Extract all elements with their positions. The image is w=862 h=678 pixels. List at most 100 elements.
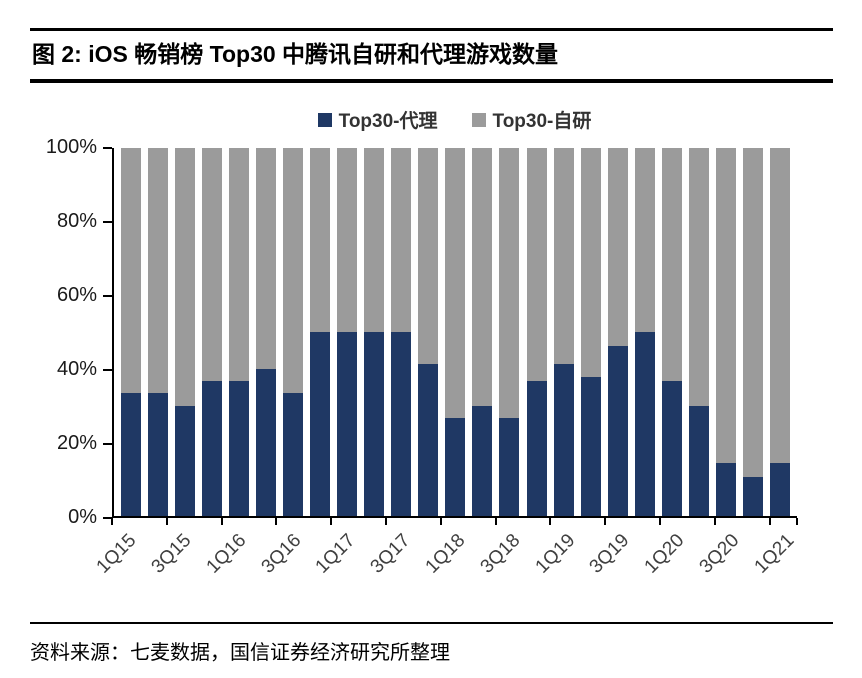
bar-4Q18 [526,148,547,516]
bar-2Q19 [580,148,601,516]
bar-2Q16 [256,148,277,516]
segment-licensed [229,380,250,516]
x-axis-tick [439,518,442,525]
segment-selfdev [418,148,439,364]
segment-licensed [769,463,790,516]
x-axis-tick [330,518,333,525]
segment-licensed [121,393,142,516]
segment-licensed [310,332,331,516]
segment-licensed [499,417,520,516]
segment-licensed [364,332,385,516]
segment-selfdev [607,148,628,346]
source-note: 资料来源：七麦数据，国信证券经济研究所整理 [30,642,450,664]
x-axis-label: 3Q20 [695,530,744,578]
bar-4Q16 [310,148,331,516]
x-axis-tick [549,518,552,525]
bar-2Q20 [688,148,709,516]
y-axis-label: 100% [45,136,97,158]
legend-swatch-licensed [317,112,332,127]
figure-footer: 资料来源：七麦数据，国信证券经济研究所整理 [30,622,833,665]
bar-1Q21 [769,148,790,516]
bars [114,148,797,516]
legend-label-selfdev: Top30-自研 [492,111,592,132]
segment-licensed [715,463,736,516]
legend-item-selfdev: Top30-自研 [471,106,592,133]
x-axis-tick [385,518,387,525]
x-axis-tick [713,518,716,525]
segment-selfdev [688,148,709,406]
bar-3Q17 [391,148,412,516]
segment-licensed [175,405,196,516]
bar-3Q19 [607,148,628,516]
bar-2Q15 [148,148,169,516]
y-axis-label: 0% [68,506,97,528]
bar-1Q17 [337,148,358,516]
bar-1Q16 [229,148,250,516]
segment-licensed [607,345,628,516]
y-axis-tick [103,443,112,445]
x-axis-tick [796,518,798,525]
bar-3Q20 [715,148,736,516]
segment-selfdev [472,148,493,406]
plot-area [112,148,797,518]
bar-2Q17 [364,148,385,516]
segment-licensed [553,363,574,516]
segment-licensed [148,393,169,516]
segment-licensed [445,417,466,516]
y-axis-tick [103,147,112,149]
segment-licensed [256,368,277,516]
segment-licensed [661,380,682,516]
segment-licensed [337,332,358,516]
x-axis-label: 1Q18 [421,530,470,578]
bar-1Q18 [445,148,466,516]
page-title: 图 2: iOS 畅销榜 Top30 中腾讯自研和代理游戏数量 [32,41,559,67]
y-axis-label: 80% [56,210,97,232]
segment-selfdev [715,148,736,464]
segment-selfdev [364,148,385,332]
x-axis-label: 1Q16 [202,530,251,578]
x-axis-label: 3Q17 [366,530,415,578]
segment-licensed [580,376,601,516]
segment-selfdev [769,148,790,464]
bar-1Q15 [121,148,142,516]
figure-header: 图 2: iOS 畅销榜 Top30 中腾讯自研和代理游戏数量 [30,28,833,83]
y-axis-tick [103,295,112,297]
x-axis-tick [275,518,278,525]
legend-swatch-selfdev [471,112,486,127]
x-axis-label: 3Q15 [147,530,196,578]
x-axis-tick [111,518,113,525]
segment-selfdev [445,148,466,418]
x-axis-tick [220,518,223,525]
segment-licensed [202,380,223,516]
segment-selfdev [175,148,196,406]
segment-licensed [742,476,763,516]
segment-selfdev [553,148,574,364]
segment-licensed [283,393,304,516]
x-axis-label: 3Q19 [586,530,634,578]
segment-selfdev [526,148,547,381]
segment-selfdev [634,148,655,332]
y-axis-label: 40% [56,358,97,380]
x-axis-tick [768,518,771,525]
bar-4Q17 [418,148,439,516]
bar-4Q15 [202,148,223,516]
bar-4Q20 [742,148,763,516]
y-axis-tick [103,517,112,519]
segment-selfdev [391,148,412,332]
x-axis-tick [604,518,607,525]
segment-selfdev [283,148,304,394]
segment-selfdev [580,148,601,377]
legend-item-licensed: Top30-代理 [317,106,438,133]
segment-selfdev [256,148,277,369]
segment-selfdev [661,148,682,381]
segment-licensed [634,332,655,516]
chart-legend: Top30-代理 Top30-自研 [112,106,797,133]
x-axis-tick [659,518,661,525]
y-axis-tick [103,221,112,223]
bar-3Q18 [499,148,520,516]
x-axis-label: 1Q19 [531,530,579,578]
y-axis-tick [103,369,112,371]
segment-licensed [418,363,439,516]
x-axis-label: 1Q20 [640,530,689,578]
